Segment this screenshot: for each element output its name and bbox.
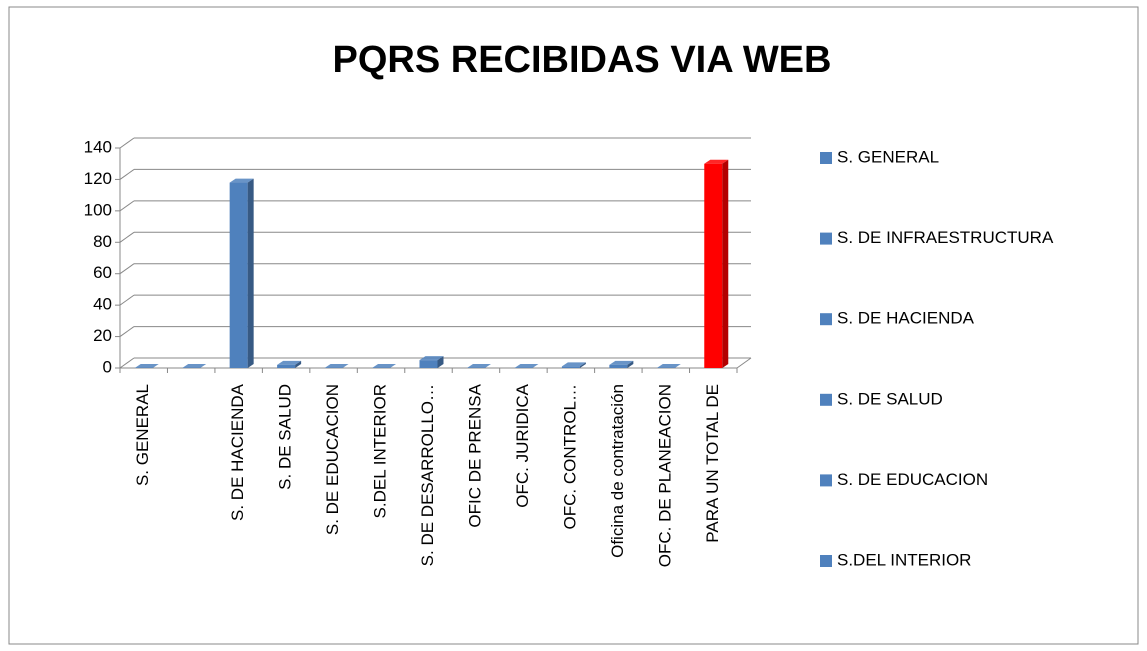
bar [229,182,248,368]
x-tick-label: S. DE SALUD [276,384,295,490]
y-tick-label: 80 [93,232,112,251]
legend-swatch [820,555,832,567]
bar-top [704,159,729,164]
bar [704,163,723,368]
legend-swatch [820,152,832,164]
x-tick-label: S.DEL INTERIOR [371,384,390,518]
bar-top [656,364,681,368]
grid-line [119,294,135,306]
y-tick-label: 120 [84,169,112,188]
y-tick-label: 60 [93,263,112,282]
y-tick-label: 20 [93,326,112,345]
grid-line [119,169,135,180]
x-tick-label: Oficina de contratación [608,384,627,558]
x-tick-label: S. GENERAL [133,384,152,486]
legend-swatch [820,393,832,406]
x-tick-label: OFC. DE PLANEACION [655,384,674,567]
bar [561,366,580,368]
x-tick-label: OFC. CONTROL… [560,384,579,529]
grid-line [119,326,135,337]
bar-top [609,360,634,365]
x-tick-label: PARA UN TOTAL DE [703,384,722,543]
x-tick-label: S. DE EDUCACION [323,384,342,535]
chart-title: PQRS RECIBIDAS VIA WEB [333,39,832,81]
bar-top [277,360,302,365]
x-tick-label: OFC. JURIDICA [513,383,532,507]
bar-side [722,159,729,368]
x-tick-label: S. DE HACIENDA [228,383,247,521]
legend-swatch [820,474,832,487]
legend-label: S. DE EDUCACION [837,470,988,489]
legend-swatch [820,313,832,326]
bar-side [247,178,254,368]
legend-swatch [820,232,832,245]
legend-label: S. GENERAL [837,147,939,166]
bar-top [229,178,254,183]
bar [609,364,628,368]
y-tick-label: 0 [103,357,112,376]
y-tick-label: 100 [84,200,112,219]
x-tick-label: OFIC DE PRENSA [465,383,484,527]
bar-top [134,364,159,368]
chart-frame [8,6,1139,645]
legend-label: S. DE SALUD [837,389,943,408]
bar-top [372,364,397,368]
bar-top [514,364,539,368]
grid-line [119,357,135,369]
bar-side [579,362,586,368]
bar-top [419,356,444,361]
y-tick-label: 40 [93,295,112,314]
bar-side [437,356,444,368]
bar-top [466,364,491,368]
legend-label: S. DE INFRAESTRUCTURA [837,228,1054,247]
grid-line [119,137,135,149]
legend-label: S. DE HACIENDA [837,309,975,328]
bar-top [561,362,586,367]
bar-side [627,360,634,368]
bar-side [295,360,302,368]
grid-line [119,200,135,212]
bar [419,360,438,368]
bar [277,364,296,368]
grid-line [119,231,135,243]
legend-label: S.DEL INTERIOR [837,550,971,569]
y-tick-label: 140 [84,137,112,156]
bar-top [324,364,349,368]
grid-line [119,263,135,275]
bar-top [182,364,207,368]
x-tick-label: S. DE DESARROLLO… [418,384,437,566]
axis-line [736,357,752,369]
